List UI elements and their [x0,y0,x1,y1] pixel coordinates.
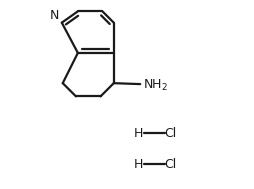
Text: Cl: Cl [164,158,177,171]
Text: NH$_2$: NH$_2$ [143,78,168,93]
Text: H: H [134,127,143,140]
Text: Cl: Cl [164,127,177,140]
Text: N: N [50,9,59,22]
Text: H: H [134,158,143,171]
